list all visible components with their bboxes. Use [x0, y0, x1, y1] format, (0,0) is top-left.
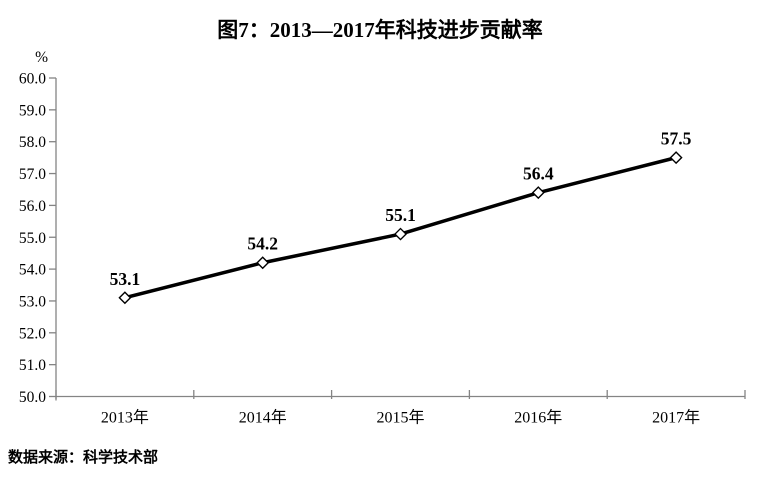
data-point-label: 55.1: [385, 205, 416, 225]
chart-title: 图7：2013—2017年科技进步贡献率: [217, 18, 543, 42]
data-point-label: 56.4: [523, 164, 554, 184]
y-tick-label: 52.0: [19, 325, 46, 342]
y-tick-label: 58.0: [19, 134, 46, 151]
data-point-marker: [669, 151, 683, 165]
y-tick-label: 60.0: [19, 71, 46, 88]
x-tick-label: 2015年: [376, 409, 424, 427]
y-tick-label: 50.0: [19, 389, 46, 406]
data-point-label: 57.5: [661, 129, 692, 149]
x-tick-label: 2014年: [239, 409, 287, 427]
data-source-note: 数据来源：科学技术部: [8, 449, 159, 466]
data-point-marker: [118, 291, 132, 305]
x-tick-label: 2017年: [652, 409, 700, 427]
y-tick-label: 53.0: [19, 293, 46, 310]
y-tick-label: 51.0: [19, 357, 46, 374]
data-point-marker: [256, 256, 270, 270]
data-point-label: 54.2: [247, 234, 278, 254]
x-tick-label: 2013年: [101, 409, 149, 427]
y-tick-label: 55.0: [19, 230, 46, 247]
y-tick-label: 57.0: [19, 166, 46, 183]
y-tick-label: 56.0: [19, 198, 46, 215]
data-point-marker: [531, 186, 545, 200]
data-point-marker: [394, 227, 407, 241]
y-tick-label: 54.0: [19, 262, 46, 279]
x-tick-label: 2016年: [514, 409, 562, 427]
y-tick-label: 59.0: [19, 102, 46, 119]
y-axis-unit-label: %: [35, 49, 48, 66]
data-point-label: 53.1: [110, 269, 141, 289]
